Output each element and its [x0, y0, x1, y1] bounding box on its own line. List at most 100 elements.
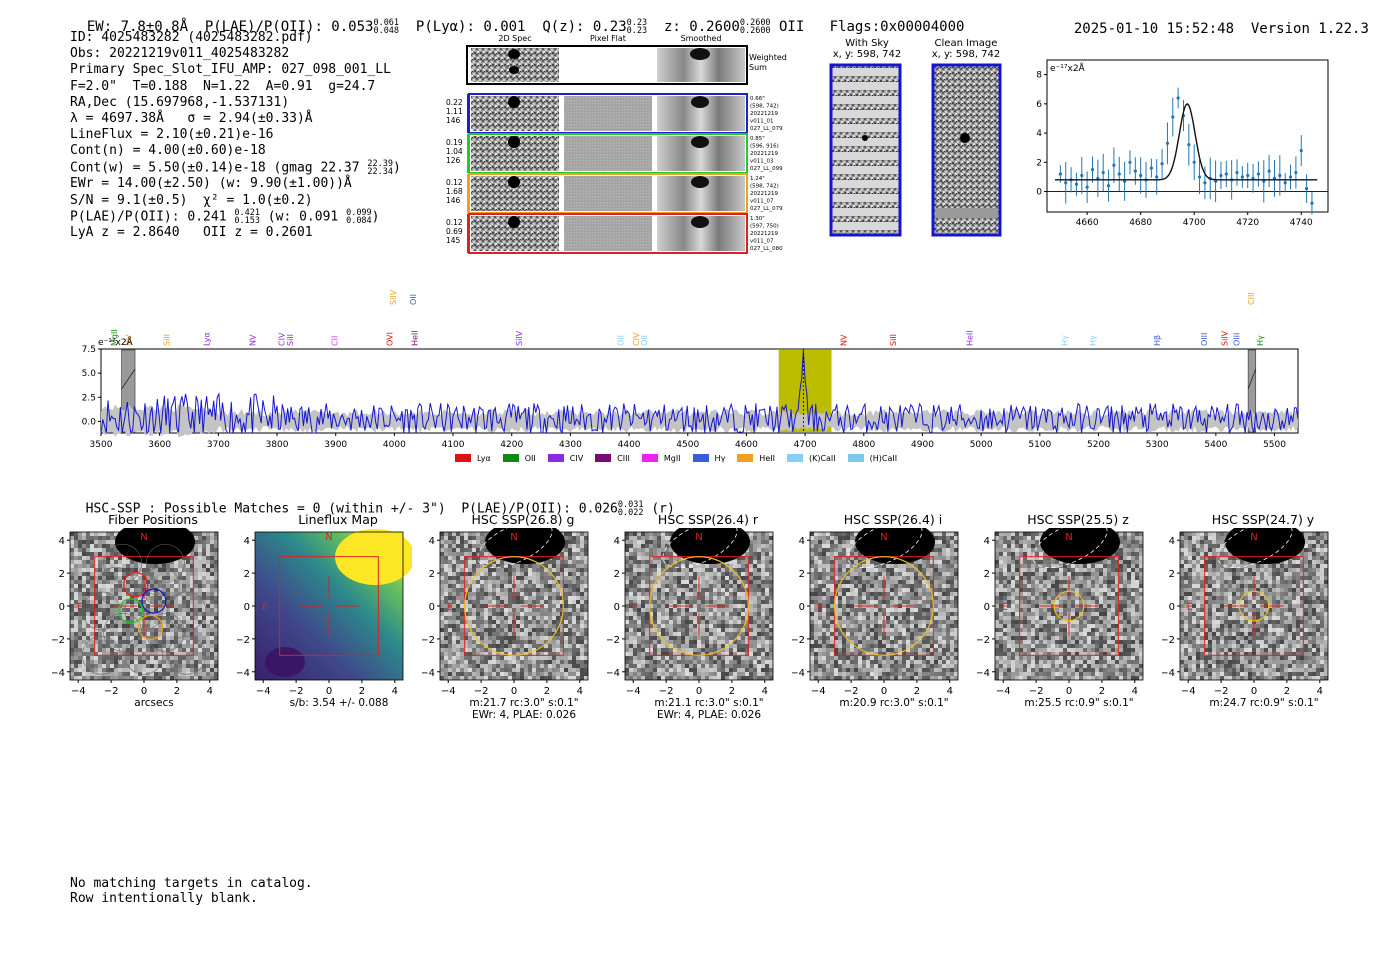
weighted-sum-row: Weighted Sum — [466, 45, 787, 85]
panel-xtick-label: −4 — [811, 686, 826, 697]
panel-caption: m:25.5 rc:0.9" s:0.1" — [1024, 697, 1134, 709]
panel-xtick-label: −2 — [104, 686, 119, 697]
line-id-label: Hγ — [1089, 335, 1098, 346]
fit-data-point — [1219, 173, 1223, 178]
panel-xtick-label: −2 — [1029, 686, 1044, 697]
line-id-label: SiII — [889, 334, 898, 346]
line-id-label: CIV — [632, 332, 641, 346]
header-qz: Q(z): 0.23 — [542, 19, 627, 35]
fit-data-point — [1133, 169, 1137, 173]
fiber-value: 0.12 — [446, 178, 463, 187]
fit-data-point — [1058, 172, 1062, 176]
fiber-value: 126 — [446, 156, 461, 165]
fit-data-point — [1090, 168, 1095, 172]
fit-data-point — [1155, 175, 1159, 179]
footer-line-1: No matching targets in catalog. — [70, 876, 313, 891]
panel-xtick-label: 2 — [359, 686, 365, 697]
fit-data-point — [1139, 173, 1143, 178]
fit-data-point — [1085, 185, 1089, 189]
panel-xtick-label: −4 — [256, 686, 271, 697]
spec-xtick-label: 3700 — [207, 440, 230, 450]
line-id-label: NV — [248, 334, 257, 346]
aperture-circle — [464, 556, 564, 656]
spec-xtick-label: 5200 — [1087, 440, 1110, 450]
fit-ytick-label: 4 — [1036, 129, 1042, 139]
image-panel: N E −4 −2 0 2 4 4 2 0 −2 −4 — [792, 528, 959, 697]
spectrum-line — [100, 350, 1299, 435]
panel-ytick-label: 4 — [984, 536, 990, 547]
fit-ytick-label: 0 — [1036, 188, 1042, 198]
header-qz-range: 0.23 0.23 — [626, 18, 648, 36]
east-label: E — [817, 602, 823, 613]
fit-data-point — [1080, 173, 1084, 178]
fiber-circle — [141, 588, 167, 614]
hsc-summary: HSC-SSP : Possible Matches = 0 (within +… — [85, 500, 675, 518]
fiber-note: (597, 750) — [750, 224, 779, 230]
line-id-label: NV — [839, 334, 848, 346]
line-id-label: CIV — [278, 332, 287, 346]
info-lineflux: LineFlux = 2.10(±0.21)e-16 — [70, 127, 274, 143]
legend-label: OII — [524, 453, 536, 463]
panel-ytick-label: −4 — [52, 668, 65, 679]
panel-xtick-label: −2 — [659, 686, 674, 697]
fiber-note: 027_LL_099 — [750, 166, 783, 172]
panel-caption: arcsecs — [134, 697, 174, 709]
fit-data-point — [1064, 181, 1068, 185]
panel-ytick-label: −2 — [792, 635, 805, 646]
gaussian-fit-curve — [1055, 103, 1318, 181]
panel-xtick-label: 2 — [544, 686, 550, 697]
aperture-circle — [1238, 590, 1270, 622]
hsc-matches: HSC-SSP : Possible Matches = 0 (within +… — [85, 501, 446, 517]
fiber-note: v011_07 — [750, 199, 774, 205]
panel-ytick-label: −2 — [422, 635, 435, 646]
spec-xtick-label: 4500 — [676, 440, 699, 450]
fit-ytick-label: 6 — [1036, 100, 1042, 110]
fiber-note: 0.66" — [750, 96, 765, 102]
legend-item: CIII — [595, 454, 630, 463]
fiber-value: 0.69 — [446, 227, 463, 236]
panel-ytick-label: 2 — [244, 569, 250, 580]
panel-xtick-label: 2 — [1099, 686, 1105, 697]
info-radec: RA,Dec (15.697968,-1.537131) — [70, 94, 290, 110]
line-id-label: OII — [616, 335, 625, 346]
spec-ytick-label: 5.0 — [82, 369, 97, 379]
panel-ytick-label: 2 — [799, 569, 805, 580]
legend-label: (H)CaII — [869, 453, 898, 463]
image-panel: N E −4 −2 0 2 4 4 2 0 −2 −4 — [52, 528, 219, 697]
with-sky-header: With Sky x, y: 598, 742 — [822, 38, 912, 60]
fit-data-point — [1117, 172, 1121, 176]
fiber-note: 20221219 — [750, 191, 778, 197]
header-plae-range: 0.061 0.048 — [373, 18, 400, 36]
panel-xtick-label: 0 — [511, 686, 517, 697]
east-label: E — [632, 602, 638, 613]
spec-xtick-label: 5000 — [970, 440, 993, 450]
spec-xtick-label: 4100 — [442, 440, 465, 450]
image-panel: N E −4 −2 0 2 4 4 2 0 −2 −4 — [422, 528, 589, 697]
panel-xtick-label: 4 — [947, 686, 953, 697]
fit-data-point — [1149, 166, 1153, 170]
legend-item: CIV — [547, 454, 583, 463]
fiber-note: 1.30" — [750, 216, 765, 222]
fit-data-point — [1171, 115, 1175, 119]
fit-data-point — [1299, 149, 1303, 153]
info-cont-n: Cont(n) = 4.00(±0.60)e-18 — [70, 143, 266, 159]
fit-xtick-label: 4740 — [1290, 218, 1313, 228]
sum-label: Sum — [749, 63, 767, 72]
panel-title: HSC SSP(26.4) i — [843, 512, 943, 527]
image-panel: N E −4 −2 0 2 4 4 2 0 −2 −4 — [607, 528, 774, 697]
panel-ytick-label: 0 — [614, 602, 620, 613]
col-smooth-label: Smoothed — [681, 34, 722, 43]
image-panel: N E −4 −2 0 2 4 4 2 0 −2 −4 — [977, 528, 1144, 697]
legend-item: (H)CaII — [847, 453, 898, 463]
panel-xtick-label: −4 — [626, 686, 641, 697]
fit-xtick-label: 4700 — [1183, 218, 1206, 228]
legend-item: MgII — [641, 454, 681, 463]
detection-info: ID: 4025483282 (4025483282.pdf) Obs: 202… — [70, 30, 401, 242]
line-id-label: Hγ — [1060, 335, 1069, 346]
spec-xtick-label: 3500 — [90, 440, 113, 450]
legend-label: HeII — [759, 453, 775, 463]
panel-xtick-label: −2 — [474, 686, 489, 697]
fit-data-point — [1128, 160, 1132, 164]
